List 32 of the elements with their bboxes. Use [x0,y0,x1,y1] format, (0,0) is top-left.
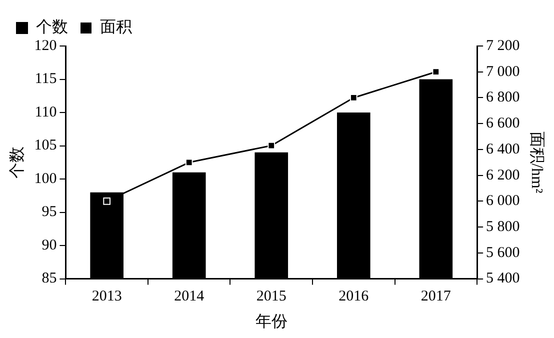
y-tick-label: 90 [42,237,57,254]
y2-tick-label: 5 600 [486,244,520,261]
y2-tick-label: 6 800 [486,90,520,106]
y2-tick-label: 6 600 [486,116,520,132]
y-tick-label: 95 [42,204,57,220]
x-tick-label: 2017 [420,288,452,305]
y2-axis-title: 面积/hm² [528,132,546,194]
y2-tick-label: 5 800 [486,219,520,236]
y-tick-label: 115 [34,71,57,88]
x-tick-label: 2016 [338,288,370,305]
legend-label: 面积 [100,19,132,36]
y2-tick-label: 7 000 [486,64,520,80]
y2-tick-label: 6 000 [486,193,520,210]
y-axis-title: 个数 [8,146,26,178]
x-tick-label: 2014 [174,288,205,305]
y2-tick-label: 5 400 [486,270,520,287]
y2-tick-label: 7 200 [486,38,520,54]
point [350,94,358,102]
point [185,158,193,166]
y-tick-label: 110 [34,104,57,120]
y2-tick-label: 6 400 [486,141,520,158]
point [103,198,111,205]
y2-tick-label: 6 200 [486,167,520,184]
x-tick-label: 2015 [256,288,286,305]
legend-label: 个数 [36,18,68,36]
point [268,142,276,150]
y-tick-label: 120 [34,38,57,54]
y-tick-label: 85 [42,270,57,287]
x-tick-label: 2013 [92,288,122,305]
x-axis-title: 年份 [255,314,288,331]
y-tick-label: 105 [34,138,57,154]
y-tick-label: 100 [34,170,57,187]
